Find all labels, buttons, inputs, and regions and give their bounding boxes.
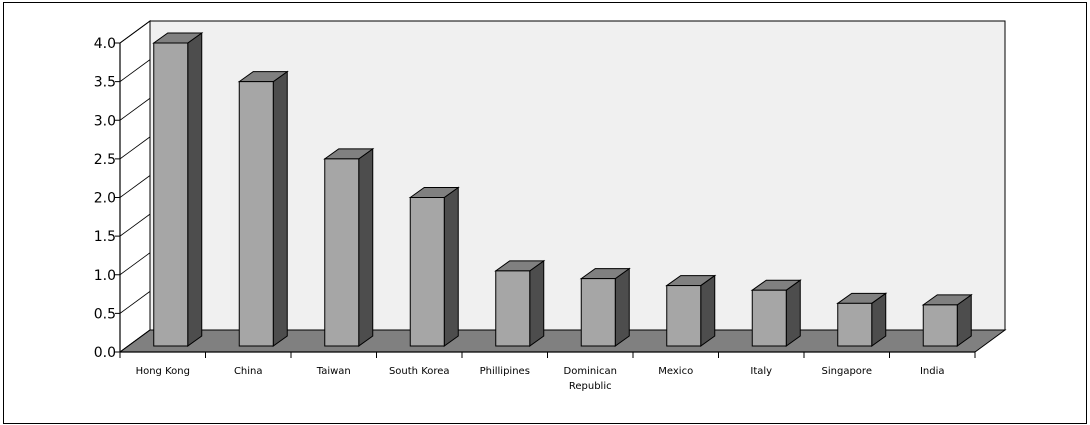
x-category-label: Singapore: [822, 366, 872, 377]
x-category-label: Taiwan: [316, 366, 351, 377]
x-category-label: South Korea: [389, 366, 450, 377]
x-category-label: Phillipines: [480, 366, 530, 377]
bar: [324, 158, 360, 347]
bar-side: [529, 259, 545, 347]
y-tick-label: 0.5: [94, 306, 116, 322]
x-category-label: China: [234, 366, 263, 377]
y-tick-depth: [119, 136, 151, 160]
y-tick-label: 0.0: [94, 345, 116, 361]
bar-side: [272, 70, 288, 347]
y-tick-depth: [119, 329, 151, 353]
y-tick-depth: [119, 97, 151, 121]
y-tick-label: 2.5: [94, 152, 116, 168]
bar: [580, 278, 616, 347]
bar-side: [614, 267, 630, 347]
y-tick-label: 2.0: [94, 191, 116, 207]
y-tick-label: 1.0: [94, 268, 116, 284]
bar-side: [700, 274, 716, 347]
bar: [922, 304, 958, 347]
bar: [666, 285, 702, 347]
bar: [837, 302, 873, 347]
bar: [409, 197, 445, 347]
x-category-label: Italy: [750, 366, 772, 377]
x-category-label: Mexico: [658, 366, 693, 377]
y-tick-depth: [119, 252, 151, 276]
y-tick-label: 3.5: [94, 75, 116, 91]
bar-side: [443, 186, 459, 347]
x-category-label: Dominican: [564, 366, 617, 377]
bar: [495, 270, 531, 347]
x-category-label: Republic: [569, 381, 612, 392]
bar: [153, 42, 189, 347]
bar: [751, 289, 787, 347]
bar-side: [358, 147, 374, 347]
y-tick-depth: [119, 20, 151, 44]
x-category-label: Hong Kong: [136, 366, 190, 377]
bar-side: [785, 279, 801, 347]
y-tick-depth: [119, 59, 151, 82]
y-tick-label: 1.5: [94, 229, 116, 245]
y-tick-depth: [119, 291, 151, 314]
x-category-label: India: [920, 366, 945, 377]
y-tick-depth: [119, 175, 151, 198]
chart-border: [3, 2, 1087, 424]
y-tick-depth: [119, 213, 151, 237]
y-tick-label: 4.0: [94, 36, 116, 52]
bar-side: [187, 32, 203, 347]
bar: [238, 81, 274, 347]
y-tick-label: 3.0: [94, 113, 116, 129]
